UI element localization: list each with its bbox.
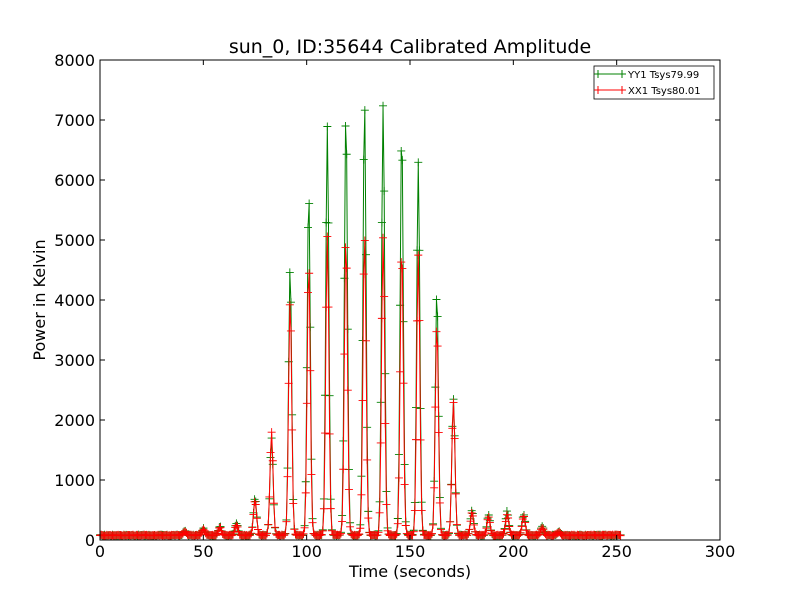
y-axis-ticks: 0 1000 2000 3000 4000 5000 6000 7000 8000	[54, 51, 720, 550]
x-tick-label: 300	[705, 542, 736, 561]
x-tick-label: 100	[291, 542, 322, 561]
y-axis-label: Power in Kelvin	[30, 239, 49, 360]
y-tick-label: 1000	[54, 471, 95, 490]
x-tick-label: 0	[95, 542, 105, 561]
y-tick-label: 8000	[54, 51, 95, 70]
series-layer	[96, 101, 625, 540]
x-tick-label: 150	[395, 542, 426, 561]
chart-title: sun_0, ID:35644 Calibrated Amplitude	[229, 36, 591, 58]
x-tick-label: 200	[498, 542, 529, 561]
y-tick-label: 5000	[54, 231, 95, 250]
legend-box	[593, 65, 715, 100]
legend: YY1 Tsys79.99 XX1 Tsys80.01	[593, 65, 715, 100]
series-xx1	[96, 232, 625, 540]
x-axis-ticks: 0 50 100 150 200 250 300	[95, 60, 735, 561]
x-axis-label: Time (seconds)	[348, 562, 471, 581]
x-tick-label: 50	[193, 542, 213, 561]
legend-label-xx1: XX1 Tsys80.01	[628, 86, 701, 97]
y-tick-label: 4000	[54, 291, 95, 310]
y-tick-label: 6000	[54, 171, 95, 190]
plot-area	[100, 60, 720, 540]
y-tick-label: 3000	[54, 351, 95, 370]
y-tick-label: 0	[85, 531, 95, 550]
y-tick-label: 7000	[54, 111, 95, 130]
y-tick-label: 2000	[54, 411, 95, 430]
legend-label-yy1: YY1 Tsys79.99	[627, 70, 699, 81]
x-tick-label: 250	[601, 542, 632, 561]
